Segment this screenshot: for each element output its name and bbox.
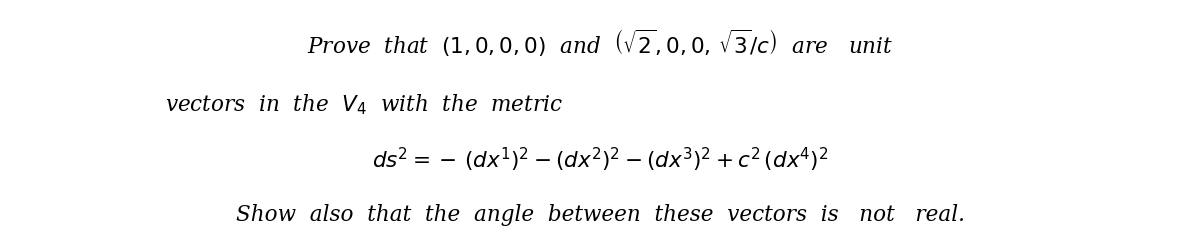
Text: Prove  that  $(1, 0, 0, 0)$  and  $\left(\sqrt{2}, 0, 0,\, \sqrt{3}/c\right)$  a: Prove that $(1, 0, 0, 0)$ and $\left(\sq… (307, 28, 893, 59)
Text: vectors  in  the  $V_4$  with  the  metric: vectors in the $V_4$ with the metric (164, 93, 563, 117)
Text: $ds^2 = -\,(dx^1)^2 - (dx^2)^2 - (dx^3)^2 + c^2\,(dx^4)^2$: $ds^2 = -\,(dx^1)^2 - (dx^2)^2 - (dx^3)^… (372, 146, 828, 174)
Text: Show  also  that  the  angle  between  these  vectors  is   not   real.: Show also that the angle between these v… (235, 204, 965, 226)
